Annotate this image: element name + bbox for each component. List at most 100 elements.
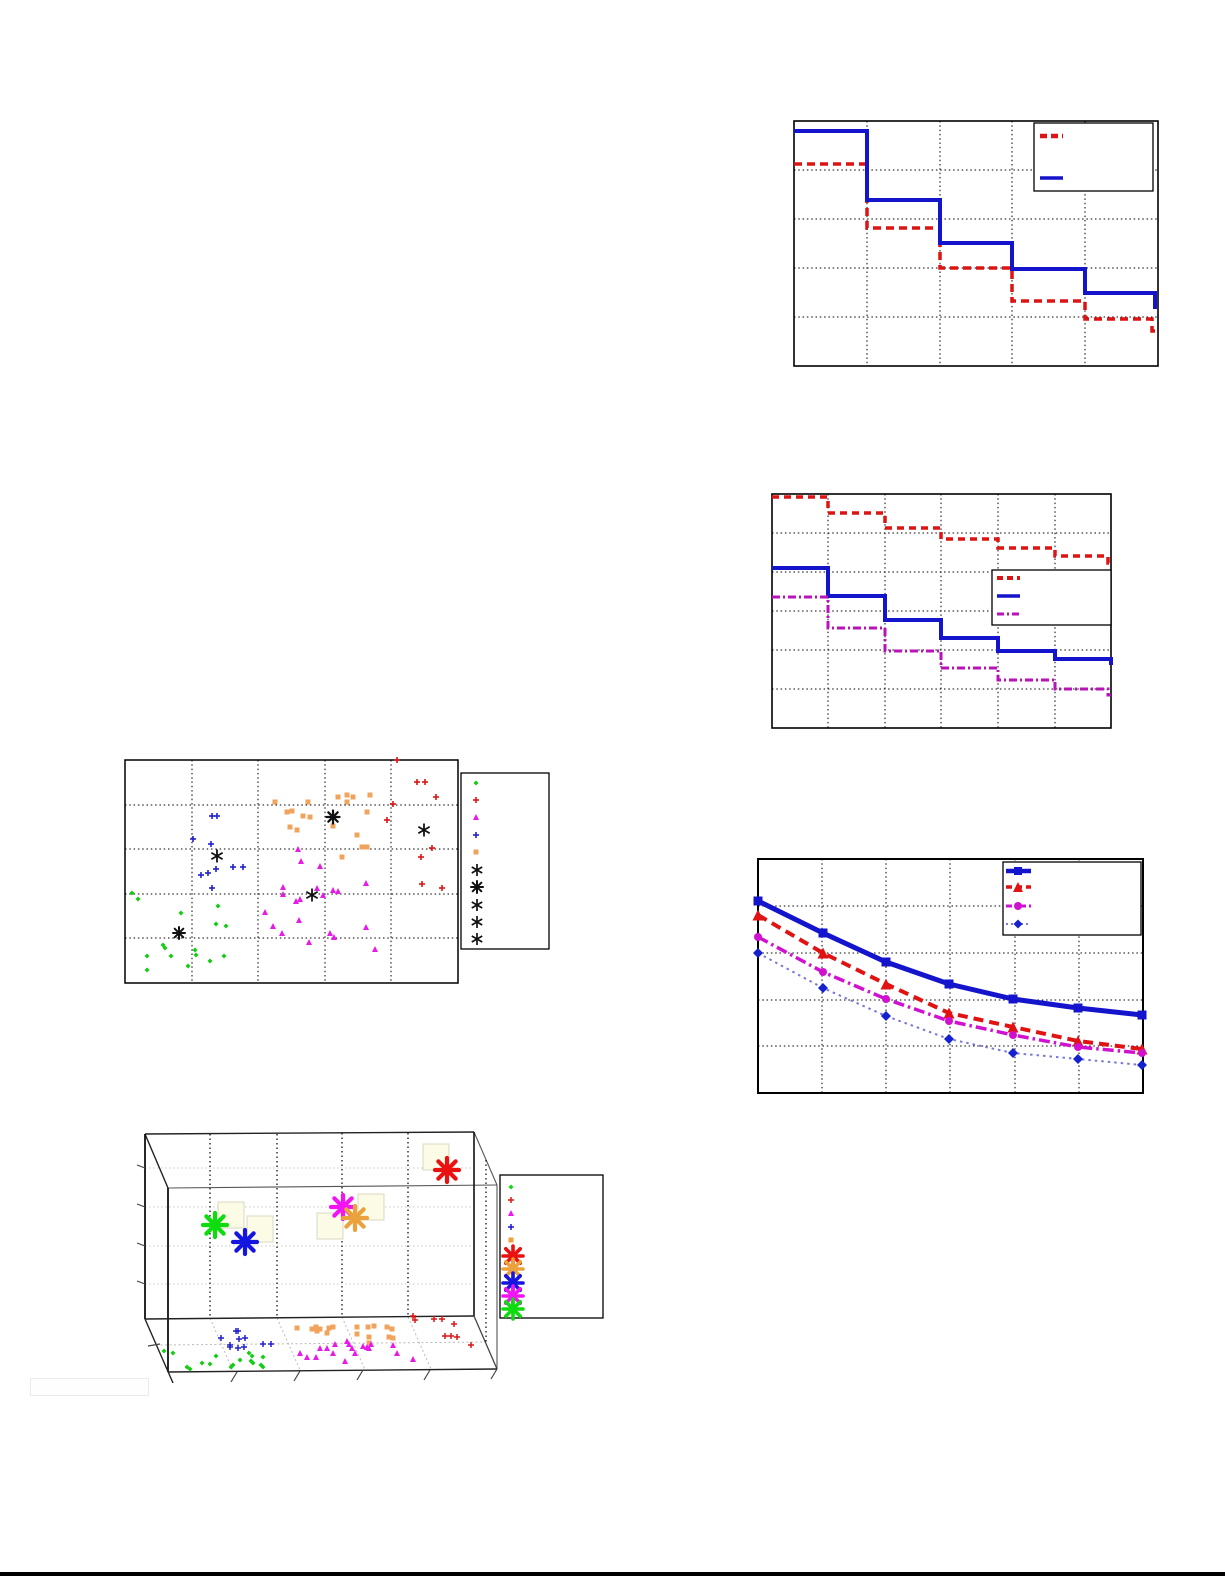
cluster-magenta-point xyxy=(363,880,369,886)
floor-magenta-point xyxy=(349,1345,355,1351)
cluster-orange-point xyxy=(284,809,290,815)
axis-tick xyxy=(423,1369,431,1381)
floor-green-point xyxy=(213,1353,219,1359)
floor-magenta-point xyxy=(394,1350,400,1356)
series-magenta-dashdot-circles-point xyxy=(1009,1031,1017,1039)
floor-green-point xyxy=(187,1366,193,1372)
floor-green-point xyxy=(260,1364,266,1370)
floor-orange-point xyxy=(371,1323,377,1329)
legend-marker-sample xyxy=(473,849,479,855)
cluster-green-point xyxy=(144,953,150,959)
centroid xyxy=(325,809,341,825)
cluster-magenta-point xyxy=(296,917,302,923)
legend-marker-sample xyxy=(508,1237,514,1243)
legend-marker-sample xyxy=(470,880,484,894)
line xyxy=(503,1260,523,1278)
cluster-magenta-point xyxy=(280,884,286,890)
floor-magenta-point xyxy=(330,1350,336,1356)
legend-entry xyxy=(473,814,479,820)
plot-border xyxy=(757,858,1144,1094)
floor-orange-point xyxy=(365,1324,371,1330)
axis-tick xyxy=(136,1203,146,1208)
cluster-red-point xyxy=(419,881,425,887)
floor-orange-point xyxy=(366,1340,372,1346)
axes-box-edge xyxy=(144,1133,169,1189)
annotation-box xyxy=(422,1143,450,1171)
floor-green-point xyxy=(260,1354,266,1360)
floor-red-point xyxy=(431,1316,437,1322)
floor-magenta-point xyxy=(352,1350,358,1356)
cluster-green-point xyxy=(144,967,150,973)
series-blue-solid-squares-point xyxy=(818,928,828,938)
line xyxy=(471,866,483,874)
cluster-magenta-point xyxy=(262,909,268,915)
floor-green-point xyxy=(161,1348,167,1354)
legend-entry xyxy=(508,1237,514,1243)
line xyxy=(305,890,319,900)
series-blue-solid-squares-point xyxy=(1137,1010,1147,1020)
line xyxy=(436,1159,458,1181)
floor-green-point xyxy=(199,1360,205,1366)
cluster-orange-point xyxy=(364,844,370,850)
line xyxy=(417,825,431,835)
series-blue-solid-squares-point xyxy=(1073,1003,1083,1013)
cluster-orange-point xyxy=(350,794,356,800)
axis-tick xyxy=(136,1164,146,1169)
centroid-3d-orange xyxy=(340,1203,370,1233)
legend-marker-sample xyxy=(1014,902,1022,910)
axis-tick xyxy=(136,1242,146,1247)
line xyxy=(471,935,483,943)
floor-green-point xyxy=(249,1353,255,1359)
legend-marker-sample xyxy=(508,1210,514,1216)
series-blue-solid-squares-point xyxy=(881,957,891,967)
cluster-magenta-point xyxy=(363,924,369,930)
floor-red-point xyxy=(439,1316,445,1322)
floor-blue-point xyxy=(241,1344,247,1350)
legend-entry xyxy=(471,899,483,911)
cluster-green-point xyxy=(221,953,227,959)
legend-marker-sample xyxy=(473,814,479,820)
cluster-orange-point xyxy=(300,813,306,819)
cluster-orange-point xyxy=(339,854,345,860)
floor-orange-point xyxy=(384,1324,390,1330)
floor-red-point xyxy=(448,1333,454,1339)
faint-gridline xyxy=(407,1316,432,1370)
centroid xyxy=(172,926,186,940)
floor-blue-point xyxy=(235,1328,241,1334)
floor-green-point xyxy=(230,1362,236,1368)
cluster-red-point xyxy=(418,854,424,860)
axes-box-edge xyxy=(144,1131,475,1135)
step-chart-top-right xyxy=(793,120,1159,367)
cluster-magenta-point xyxy=(314,885,320,891)
floor-orange-point xyxy=(330,1324,336,1330)
legend-marker-sample xyxy=(508,1197,514,1203)
cluster-green-point xyxy=(193,952,199,958)
series-red-dashed-step xyxy=(794,162,1158,333)
cluster-green-point xyxy=(215,903,221,909)
cluster-orange-point xyxy=(305,799,311,805)
legend-marker-sample xyxy=(473,797,479,803)
floor-magenta-point xyxy=(410,1356,416,1362)
axes-box-edge xyxy=(167,1368,498,1373)
floor-orange-point xyxy=(294,1325,300,1331)
floor-green-point xyxy=(170,1350,176,1356)
axes-box-edge xyxy=(473,1131,498,1186)
cluster-magenta-point xyxy=(327,930,333,936)
series-red-dashed-triangles-point xyxy=(1072,1035,1084,1047)
series-red-dashed-step xyxy=(772,495,1111,565)
cluster-orange-point xyxy=(289,808,295,814)
cluster-magenta-point xyxy=(298,858,304,864)
floor-magenta-point xyxy=(317,1345,323,1351)
floor-magenta-point xyxy=(366,1345,372,1351)
centroid-3d-red xyxy=(432,1155,462,1185)
floor-orange-point xyxy=(309,1326,315,1332)
annotation-box xyxy=(357,1193,385,1221)
cluster-blue-point xyxy=(205,870,211,876)
series-red-dashed-triangles-point xyxy=(817,947,829,959)
cluster-red-point xyxy=(439,885,445,891)
footer-rule xyxy=(0,1572,1225,1576)
axes-box-edge xyxy=(144,1315,475,1320)
legend-marker-sample xyxy=(508,1184,514,1190)
cluster-red-point xyxy=(433,794,439,800)
cluster-magenta-point xyxy=(331,934,337,940)
